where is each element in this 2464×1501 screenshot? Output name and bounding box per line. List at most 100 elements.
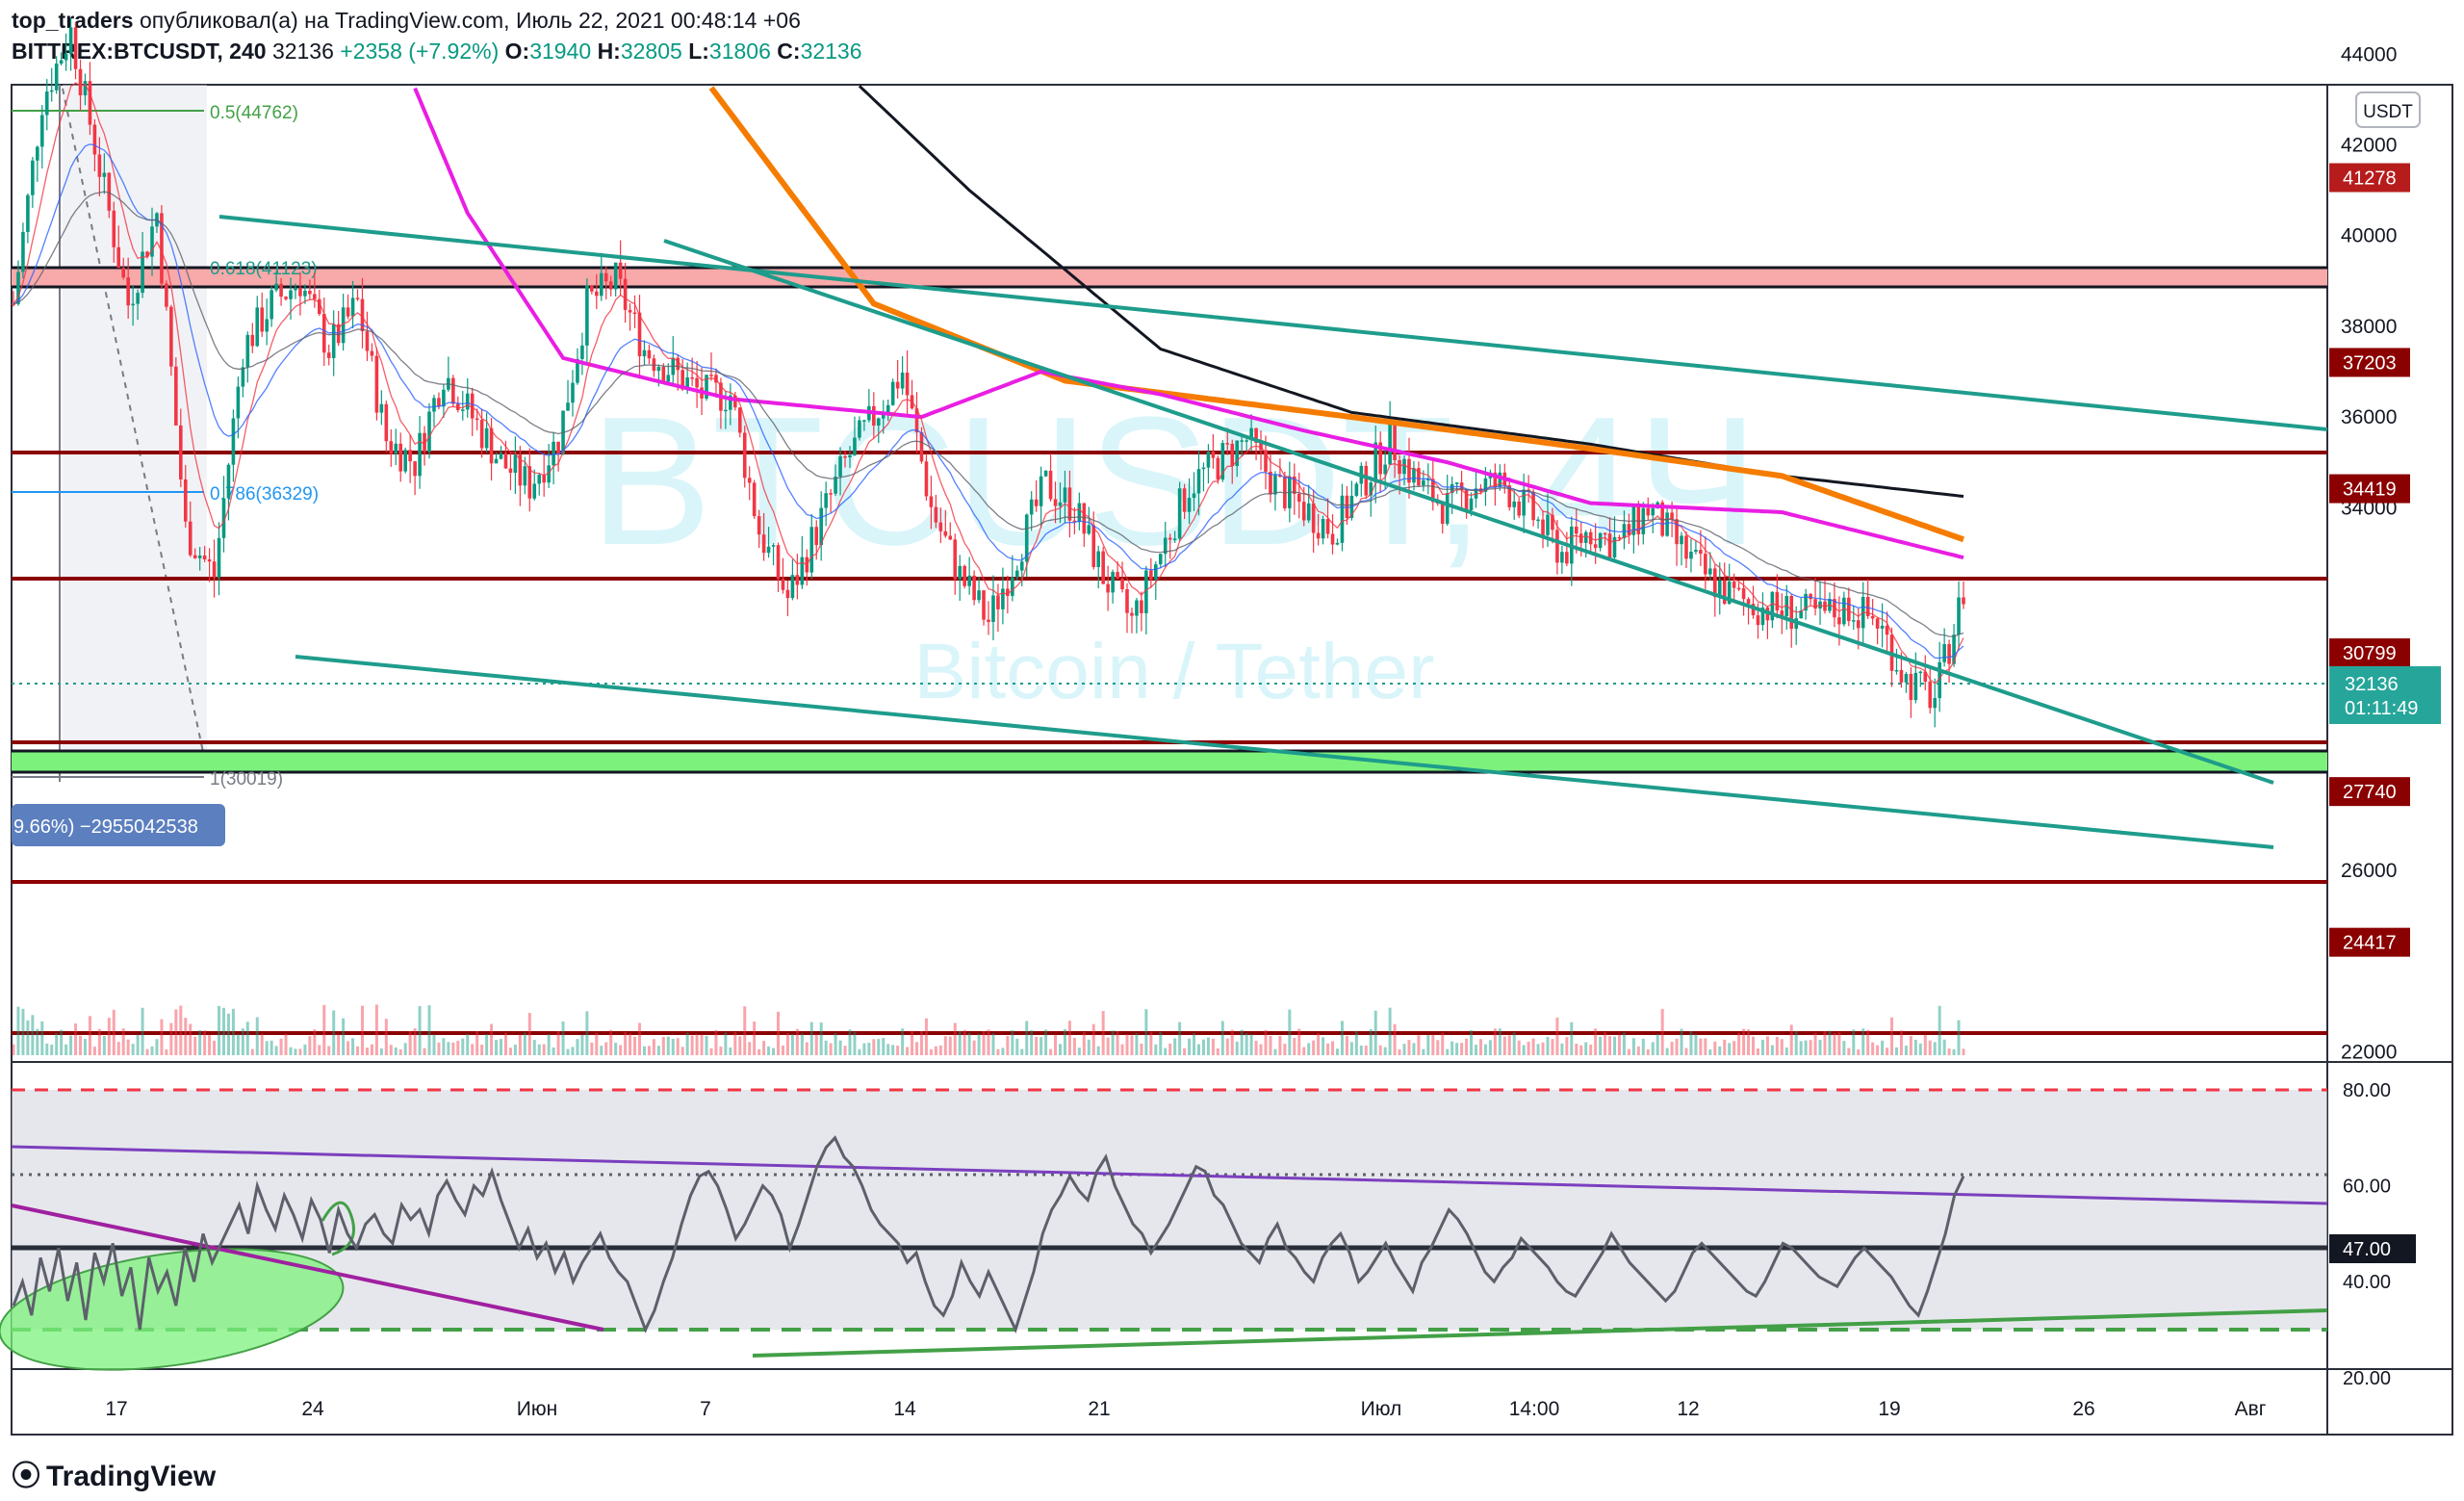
volume-bar	[633, 1036, 637, 1055]
candle-body	[761, 534, 766, 554]
candle-body	[16, 272, 20, 304]
candle-body	[1216, 457, 1220, 480]
price-tick-label: 44000	[2341, 43, 2397, 65]
candle-body	[1507, 485, 1512, 507]
candle-body	[571, 382, 575, 403]
volume-bar	[179, 1005, 183, 1055]
volume-bar	[1135, 1032, 1139, 1055]
volume-bar	[1594, 1028, 1598, 1055]
volume-bar	[1890, 1017, 1894, 1055]
volume-bar	[943, 1036, 947, 1055]
volume-bar	[1599, 1036, 1603, 1055]
candle-body	[1111, 572, 1115, 593]
volume-bar	[1407, 1040, 1411, 1055]
symbol-name[interactable]: BITTREX:BTCUSDT, 240	[12, 39, 267, 64]
candle-body	[427, 411, 431, 453]
rsi-trendline-green[interactable]	[752, 1308, 2328, 1358]
volume-bar	[580, 1034, 584, 1055]
currency-badge[interactable]	[2355, 91, 2421, 128]
volume-bar	[112, 1009, 116, 1055]
rsi-trendline-magenta[interactable]	[11, 1203, 604, 1332]
volume-bar	[1627, 1048, 1630, 1055]
volume-bar	[437, 1042, 441, 1055]
candle-body	[408, 450, 412, 462]
candle-body	[752, 482, 757, 517]
volume-bar	[1837, 1032, 1841, 1055]
candle-body	[1712, 568, 1717, 598]
volume-bar	[413, 1028, 417, 1055]
candle-body	[284, 297, 288, 299]
volume-bar	[503, 1032, 507, 1055]
candle-body	[991, 595, 995, 622]
candle-body	[1804, 593, 1808, 611]
candle-body	[1067, 487, 1072, 521]
volume-bar	[1565, 1037, 1569, 1055]
trendline-lower-channel[interactable]	[295, 655, 2274, 849]
candle-body	[418, 432, 422, 477]
candle-body	[824, 493, 828, 508]
candle-body	[834, 477, 837, 494]
volume-bar	[661, 1037, 665, 1055]
time-axis[interactable]: 17 24 Июн 7 14 21 Июл 14:00 12 19 26 Авг	[105, 1398, 2266, 1420]
volume-bar	[1125, 1034, 1129, 1055]
volume-bar	[394, 1047, 398, 1055]
candle-body	[781, 579, 785, 590]
volume-bar	[313, 1029, 317, 1055]
price-level-badge	[2329, 474, 2410, 504]
candle-body	[112, 210, 116, 247]
trendline-upper-channel[interactable]	[218, 215, 2328, 431]
trendline-descending[interactable]	[663, 239, 2274, 785]
candle-body	[1617, 536, 1622, 539]
rsi-arrow-annotation	[321, 1201, 355, 1256]
volume-bar	[1718, 1046, 1722, 1055]
candle-body	[403, 450, 407, 472]
candle-body	[656, 367, 661, 372]
tradingview-logo[interactable]: ⦿ TradingView	[12, 1452, 216, 1494]
volume-bar	[1349, 1042, 1353, 1055]
candle-body	[795, 575, 800, 585]
volume-bar	[490, 1023, 494, 1055]
volume-bar	[1091, 1023, 1095, 1055]
rsi-trendline-purple[interactable]	[11, 1145, 2328, 1205]
volume-bar	[1077, 1048, 1081, 1055]
volume-bar	[40, 1021, 44, 1055]
volume-bar	[705, 1035, 708, 1055]
candle-body	[1393, 420, 1397, 461]
rsi-line	[12, 1135, 1965, 1334]
volume-bar	[1216, 1048, 1219, 1055]
candle-body	[556, 441, 560, 455]
candle-body	[929, 496, 934, 507]
price-level-badge	[2329, 777, 2410, 807]
volume-bar	[208, 1035, 212, 1055]
volume-bar	[303, 1044, 307, 1055]
candle-body	[1019, 561, 1024, 571]
candle-body	[212, 561, 217, 578]
candle-body	[294, 288, 297, 291]
candle-body	[1321, 519, 1325, 539]
volume-bar	[50, 1044, 54, 1055]
price-axis[interactable]: 4400042000400003800036000340003000026000…	[2341, 43, 2397, 1063]
volume-bar	[1183, 1048, 1187, 1055]
candle-body	[1177, 488, 1182, 539]
candle-body	[1407, 458, 1411, 483]
candle-body	[1784, 595, 1789, 617]
volume-bar	[1388, 1007, 1392, 1055]
candle-body	[829, 493, 833, 495]
volume-bar	[255, 1017, 259, 1055]
volume-bar	[1732, 1041, 1736, 1055]
volume-bar	[982, 1030, 986, 1055]
candle-body	[1928, 681, 1933, 709]
volume-bar	[1789, 1024, 1793, 1055]
candle-body	[1531, 491, 1535, 521]
volume-bar	[1886, 1048, 1889, 1055]
candle-body	[1583, 531, 1588, 543]
volume-bar	[1546, 1037, 1550, 1055]
volume-bar	[189, 1023, 192, 1055]
candle-body	[580, 345, 584, 359]
candlesticks[interactable]	[12, 17, 1965, 728]
volume-bar	[12, 1044, 15, 1055]
rsi-axis[interactable]: 80.00 60.00 40.00 20.00	[2343, 1080, 2391, 1389]
candle-body	[308, 291, 312, 295]
candle-body	[169, 306, 173, 367]
